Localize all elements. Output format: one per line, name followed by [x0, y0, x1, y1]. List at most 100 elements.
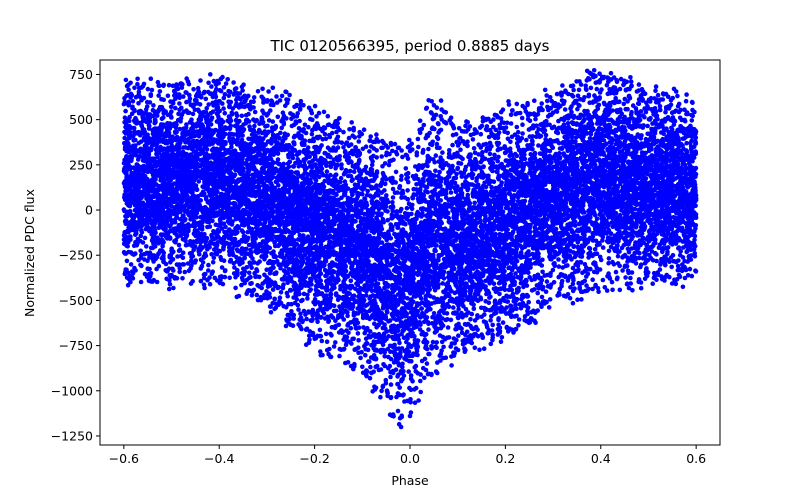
data-point [240, 88, 245, 93]
data-point [209, 84, 214, 89]
data-point [514, 101, 520, 107]
data-point [351, 128, 357, 133]
data-point [422, 375, 427, 381]
data-point [472, 200, 478, 206]
data-point [468, 317, 473, 322]
data-point [565, 121, 571, 126]
data-point [399, 377, 404, 383]
data-point [630, 288, 635, 293]
data-point [231, 80, 236, 85]
data-point [327, 132, 332, 138]
data-point [132, 85, 137, 91]
data-point [451, 305, 456, 310]
data-point [638, 109, 644, 114]
data-point [136, 101, 141, 106]
data-point [384, 193, 389, 198]
data-point [360, 191, 365, 197]
data-point [252, 109, 258, 115]
data-point [175, 254, 180, 259]
data-point [138, 262, 143, 268]
data-point [680, 136, 686, 141]
data-point [180, 250, 186, 255]
data-point [587, 246, 593, 251]
data-point [535, 290, 540, 296]
data-point [500, 320, 506, 325]
data-point [138, 248, 143, 254]
data-point [414, 152, 420, 158]
data-point [584, 87, 589, 93]
data-point [683, 98, 689, 104]
data-point [684, 140, 689, 146]
data-point [180, 255, 186, 261]
data-point [574, 143, 579, 149]
data-point [479, 305, 484, 311]
data-point [586, 93, 591, 99]
data-point [270, 119, 276, 124]
data-point [469, 311, 475, 317]
data-point [339, 140, 345, 145]
data-point [362, 196, 368, 202]
data-point [471, 146, 477, 151]
data-point [317, 327, 323, 333]
data-point [530, 147, 535, 152]
data-point [626, 285, 632, 291]
data-point [177, 101, 182, 106]
data-point [642, 106, 647, 111]
data-point [181, 94, 186, 99]
data-point [121, 101, 127, 107]
data-point [549, 98, 555, 104]
data-point [198, 78, 203, 83]
data-point [337, 353, 342, 359]
data-point [221, 95, 227, 101]
data-point [310, 117, 315, 123]
data-point [363, 144, 369, 149]
data-point [246, 242, 252, 248]
data-point [441, 344, 446, 350]
data-point [374, 132, 379, 137]
data-point [593, 283, 598, 289]
data-point [126, 87, 131, 92]
data-point [251, 95, 257, 100]
data-point [620, 268, 625, 273]
data-point [363, 352, 368, 358]
data-point [470, 175, 475, 181]
data-point [339, 162, 344, 167]
data-point [386, 162, 392, 168]
data-point [124, 258, 130, 264]
data-point [508, 121, 514, 126]
data-point [341, 145, 346, 150]
data-point [186, 268, 192, 274]
data-point [588, 132, 594, 137]
data-point [464, 119, 469, 124]
data-point [400, 154, 405, 160]
data-point [361, 127, 367, 132]
data-point [185, 261, 191, 266]
data-point [638, 285, 644, 291]
data-point [233, 285, 238, 291]
data-point [610, 287, 615, 293]
data-point [412, 365, 418, 370]
data-point [388, 382, 394, 387]
data-point [508, 112, 514, 117]
data-point [123, 77, 129, 83]
data-point [432, 187, 438, 193]
data-point [349, 120, 355, 125]
data-point [418, 378, 423, 384]
data-point [148, 76, 154, 81]
data-point [204, 106, 209, 111]
data-point [182, 269, 188, 275]
data-point [356, 350, 361, 356]
data-point [241, 82, 246, 87]
data-point [499, 335, 505, 340]
data-point [544, 279, 550, 284]
data-point [628, 275, 633, 281]
data-point [425, 163, 430, 169]
data-point [464, 329, 470, 335]
data-point [369, 162, 375, 168]
data-point [360, 364, 365, 370]
data-point [630, 228, 635, 233]
data-point [516, 323, 521, 328]
data-points [121, 68, 699, 430]
data-point [239, 113, 245, 119]
